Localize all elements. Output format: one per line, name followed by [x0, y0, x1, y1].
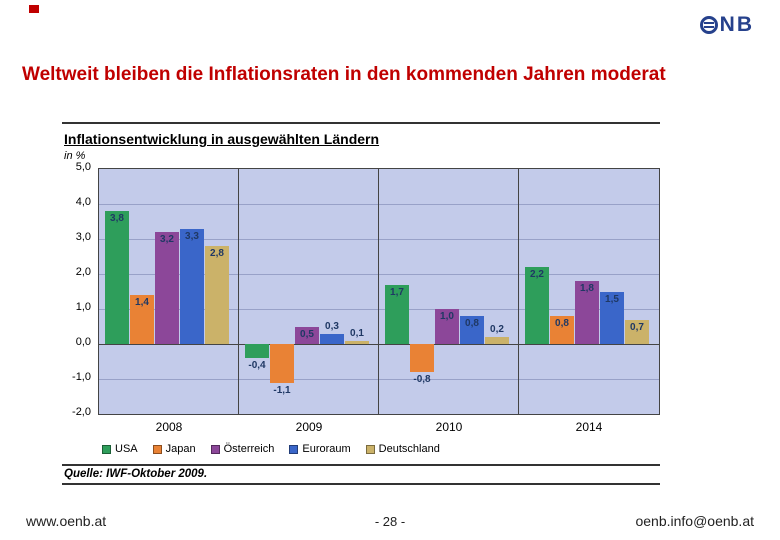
- bar-value-label: 0,7: [630, 321, 644, 333]
- bar-value-label: 1,7: [390, 286, 404, 298]
- x-axis: 2008 2009 2010 2014: [99, 415, 659, 434]
- bar: [460, 316, 484, 344]
- gridline: [99, 379, 659, 380]
- x-axis-label: 2010: [435, 420, 463, 434]
- bar: [410, 344, 434, 372]
- gridline: [99, 204, 659, 205]
- y-tick-label: 1,0: [75, 301, 91, 313]
- plot-area: 3,8 1,4 3,2 3,3 2,8 -0,4 -1,1 0,5 0,3 0,1 1,7 -0,8 1…: [98, 168, 660, 415]
- bar: [525, 267, 549, 344]
- bar: [600, 291, 624, 344]
- y-tick-label: -2,0: [72, 406, 91, 418]
- y-tick-label: 4,0: [75, 196, 91, 208]
- gridline: [99, 239, 659, 240]
- legend: USA Japan Österreich Euroraum Deutschland: [102, 443, 660, 455]
- x-axis-label: 2008: [155, 420, 183, 434]
- x-axis-label: 2014: [575, 420, 603, 434]
- bar-value-label: 0,3: [325, 320, 339, 332]
- bar: [345, 340, 369, 344]
- bar-value-label: 0,5: [300, 328, 314, 340]
- legend-label: Euroraum: [302, 443, 351, 455]
- legend-item: Euroraum: [289, 443, 351, 455]
- bar-value-label: 1,4: [135, 297, 149, 308]
- legend-swatch: [152, 444, 162, 454]
- page-number: - 28 -: [374, 514, 406, 529]
- bar: [205, 246, 229, 344]
- bar: [435, 309, 459, 344]
- legend-item: Japan: [152, 443, 196, 455]
- y-axis: -2,0 -1,0 0,0 1,0 2,0 3,0 4,0 5,0: [62, 161, 98, 418]
- oenb-logo-text: NB: [719, 13, 754, 36]
- bar: [320, 333, 344, 344]
- plot-row: -2,0 -1,0 0,0 1,0 2,0 3,0 4,0 5,0 3,8 1,4 3,2 3,3 2…: [62, 161, 660, 418]
- bar: [130, 295, 154, 344]
- bar-value-label: 1,0: [440, 311, 454, 322]
- oenb-logo: NB: [699, 13, 754, 37]
- y-tick-label: 5,0: [75, 161, 91, 173]
- bar: [245, 344, 269, 358]
- slide-accent-mark: [29, 5, 39, 13]
- bar-value-label: 2,2: [530, 269, 544, 280]
- gridline: [99, 309, 659, 310]
- bar-value-label: 3,3: [185, 230, 199, 242]
- footer-website: www.oenb.at: [26, 513, 107, 529]
- slide-title: Weltweit bleiben die Inflationsraten in …: [22, 64, 666, 85]
- source-note: Quelle: IWF-Oktober 2009.: [62, 464, 660, 485]
- gridline: [99, 274, 659, 275]
- bar-value-label: -1,1: [273, 384, 291, 396]
- legend-swatch: [365, 444, 375, 454]
- bar: [625, 319, 649, 344]
- footer-email: oenb.info@oenb.at: [635, 513, 754, 529]
- bar-value-label: -0,8: [413, 374, 431, 385]
- bar: [155, 232, 179, 344]
- chart-unit-label: in %: [64, 150, 86, 162]
- y-tick-label: 0,0: [75, 336, 91, 348]
- chart-title: Inflationsentwicklung in ausgewählten Lä…: [64, 131, 380, 147]
- y-tick-label: 3,0: [75, 231, 91, 243]
- bar-group: 2,2 0,8 1,8 1,5 0,7: [519, 169, 659, 414]
- bar: [295, 326, 319, 344]
- bar-value-label: 0,8: [555, 318, 569, 329]
- legend-label: Japan: [165, 443, 196, 455]
- bar: [485, 337, 509, 344]
- legend-label: Österreich: [223, 443, 275, 455]
- bar-value-label: 0,2: [490, 324, 504, 335]
- bar: [180, 228, 204, 344]
- bar-group: 1,7 -0,8 1,0 0,8 0,2: [379, 169, 519, 414]
- bar-value-label: -0,4: [248, 360, 266, 371]
- legend-swatch: [210, 444, 220, 454]
- bar-value-label: 2,8: [210, 248, 224, 259]
- chart: Inflationsentwicklung in ausgewählten Lä…: [62, 122, 660, 485]
- bar: [270, 344, 294, 383]
- legend-label: Deutschland: [378, 443, 440, 455]
- legend-label: USA: [115, 443, 138, 455]
- bar-value-label: 1,5: [605, 293, 619, 305]
- zero-gridline: [99, 344, 659, 345]
- bar-value-label: 3,2: [160, 234, 174, 245]
- bar-value-label: 1,8: [580, 283, 594, 294]
- oenb-logo-o-icon: [699, 16, 718, 34]
- bar-value-label: 0,8: [465, 318, 479, 329]
- legend-item: USA: [102, 443, 138, 455]
- y-tick-label: 2,0: [75, 266, 91, 278]
- legend-item: Deutschland: [365, 443, 440, 455]
- bar-value-label: 0,1: [350, 327, 364, 339]
- bar-value-label: 3,8: [110, 213, 124, 224]
- bar: [385, 284, 409, 344]
- bar: [105, 211, 129, 344]
- bar-group: -0,4 -1,1 0,5 0,3 0,1: [239, 169, 379, 414]
- legend-swatch: [289, 444, 299, 454]
- bar: [575, 281, 599, 344]
- bar-group: 3,8 1,4 3,2 3,3 2,8: [99, 169, 239, 414]
- x-axis-label: 2009: [295, 420, 323, 434]
- y-tick-label: -1,0: [72, 371, 91, 383]
- bar: [550, 316, 574, 344]
- legend-item: Österreich: [210, 443, 275, 455]
- legend-swatch: [102, 444, 111, 454]
